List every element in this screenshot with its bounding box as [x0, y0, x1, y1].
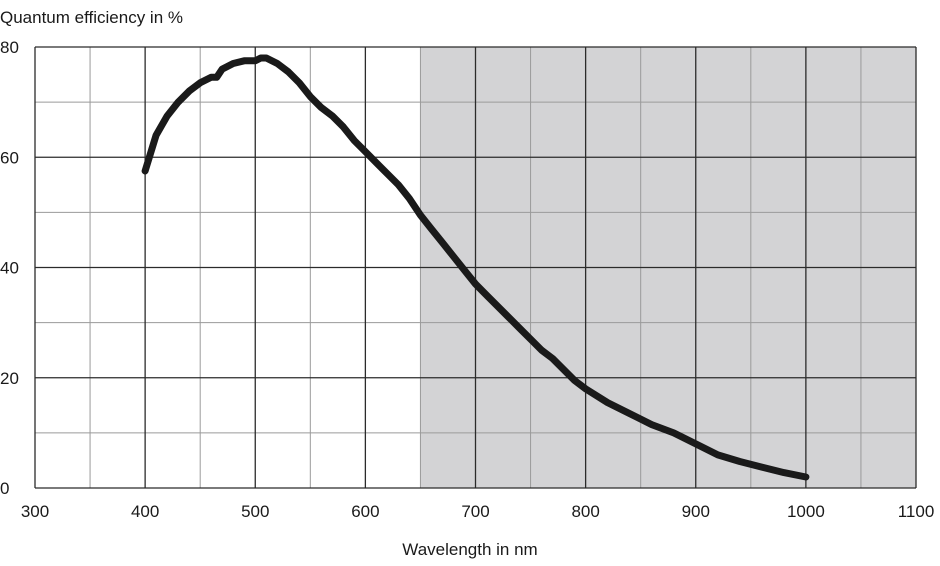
x-tick-label: 500: [241, 502, 269, 521]
x-tick-label: 900: [682, 502, 710, 521]
x-tick-labels: 300 400 500 600 700 800 900 1000 1100: [21, 502, 934, 521]
x-tick-label: 600: [351, 502, 379, 521]
major-grid: [34, 46, 917, 489]
x-tick-label: 300: [21, 502, 49, 521]
y-axis-label: Quantum efficiency in %: [0, 8, 183, 27]
y-tick-label: 80: [0, 38, 19, 57]
series-layer: [141, 54, 810, 481]
x-tick-label: 700: [461, 502, 489, 521]
y-tick-label: 0: [0, 479, 9, 498]
y-tick-label: 60: [0, 148, 19, 167]
y-tick-labels: 0 20 40 60 80: [0, 38, 19, 498]
y-tick-label: 40: [0, 259, 19, 278]
quantum-efficiency-line: [141, 54, 810, 481]
x-tick-label: 1100: [898, 502, 935, 521]
y-tick-label: 20: [0, 369, 19, 388]
x-tick-label: 1000: [787, 502, 825, 521]
x-tick-label: 400: [131, 502, 159, 521]
x-axis-label: Wavelength in nm: [402, 540, 538, 559]
x-tick-label: 800: [571, 502, 599, 521]
